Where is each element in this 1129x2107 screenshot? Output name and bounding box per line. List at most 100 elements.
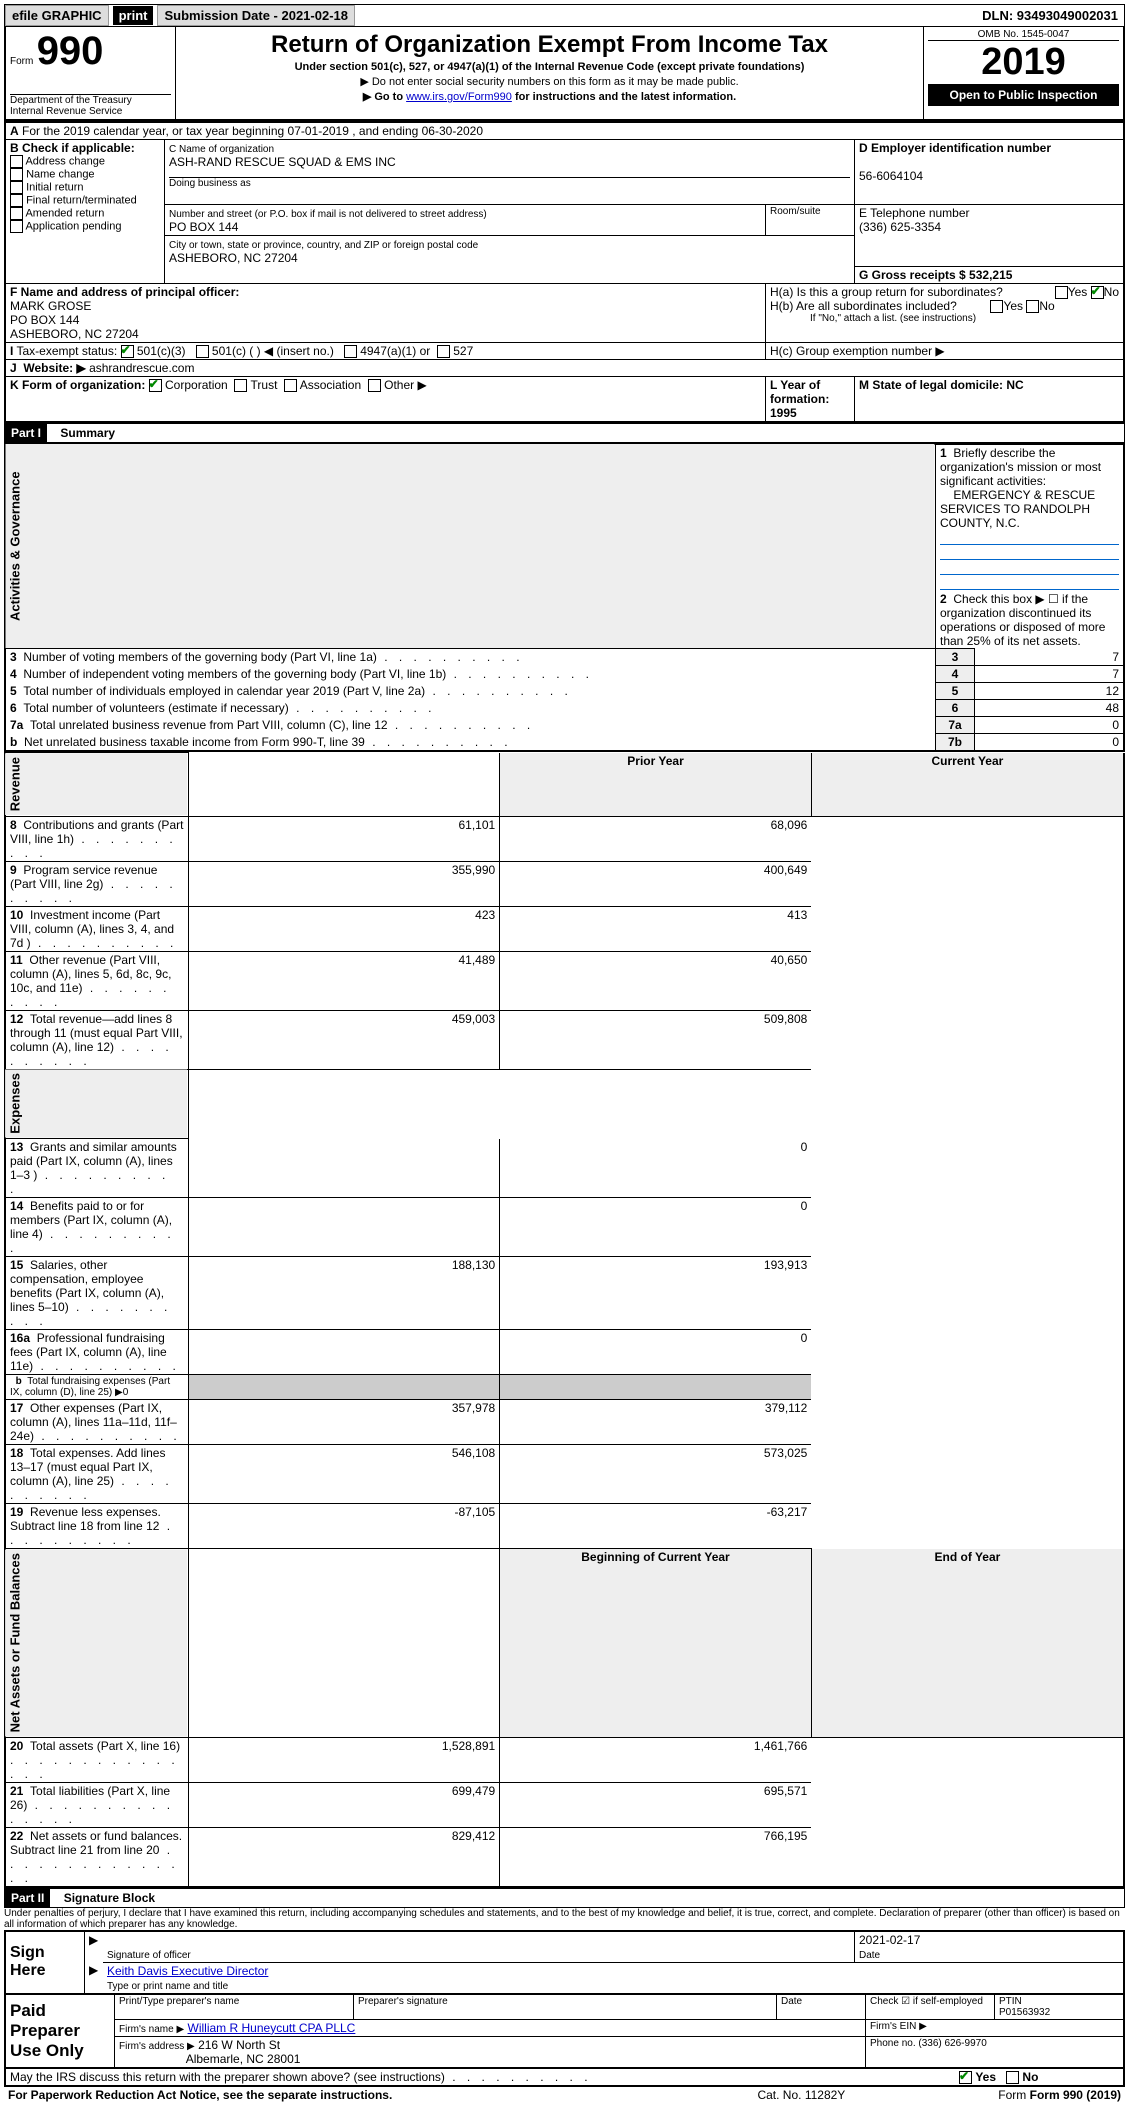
goto-pre: ▶ Go to: [363, 91, 406, 103]
part2-title: Signature Block: [54, 1891, 155, 1905]
m-state-domicile: M State of legal domicile: NC: [859, 378, 1024, 392]
check-address-change[interactable]: [10, 155, 23, 168]
rev-curr: 509,808: [500, 1010, 812, 1069]
officer-addr1: PO BOX 144: [10, 313, 79, 327]
check-other[interactable]: [368, 379, 381, 392]
form-header: Form 990 Department of the Treasury Inte…: [4, 27, 1125, 121]
gov-line-box: 4: [936, 666, 975, 683]
hb-yes[interactable]: [990, 300, 1003, 313]
check-initial-return[interactable]: [10, 181, 23, 194]
ein: 56-6064104: [859, 169, 923, 183]
rev-curr: 400,649: [500, 861, 812, 906]
declaration: Under penalties of perjury, I declare th…: [4, 1908, 1125, 1930]
i-label: Tax-exempt status:: [16, 344, 117, 358]
exp-prior: [188, 1139, 500, 1198]
exp-curr: 0: [500, 1198, 812, 1257]
net-line-text: Net assets or fund balances. Subtract li…: [10, 1829, 182, 1857]
address: PO BOX 144: [169, 220, 238, 234]
officer-printed[interactable]: Keith Davis Executive Director: [107, 1964, 268, 1978]
vert-revenue: Revenue: [5, 753, 188, 816]
gov-line-text: Number of voting members of the governin…: [23, 650, 377, 664]
ha-yes[interactable]: [1055, 286, 1068, 299]
gov-line-val: 0: [975, 734, 1125, 752]
signature-block: Sign Here ▶ Signature of officer 2021-02…: [4, 1930, 1125, 1995]
check-self: Check ☑ if self-employed: [866, 1995, 995, 2020]
ptin-label: PTIN: [999, 1996, 1022, 2007]
check-assoc[interactable]: [284, 379, 297, 392]
l-year-formation: L Year of formation: 1995: [770, 378, 829, 420]
rev-prior: 41,489: [188, 951, 500, 1010]
check-amended[interactable]: [10, 207, 23, 220]
officer-addr2: ASHEBORO, NC 27204: [10, 327, 139, 341]
rev-prior: 61,101: [188, 816, 500, 861]
ha-no[interactable]: [1091, 286, 1104, 299]
gov-line-val: 12: [975, 683, 1125, 700]
part1-financials: Revenue Prior Year Current Year 8 Contri…: [4, 752, 1125, 1887]
exp-curr: 379,112: [500, 1400, 812, 1445]
d-label: D Employer identification number: [859, 141, 1051, 155]
exp-curr: 573,025: [500, 1445, 812, 1504]
check-corp[interactable]: [149, 379, 162, 392]
print-button[interactable]: print: [113, 6, 154, 25]
check-501c3[interactable]: [121, 345, 134, 358]
irs-label: Internal Revenue Service: [10, 106, 171, 117]
check-501c[interactable]: [196, 345, 209, 358]
rev-prior: 459,003: [188, 1010, 500, 1069]
gov-line-box: 6: [936, 700, 975, 717]
f-label: F Name and address of principal officer:: [10, 285, 239, 299]
vert-activities: Activities & Governance: [5, 444, 936, 649]
exp-prior: 546,108: [188, 1445, 500, 1504]
exp-curr: -63,217: [500, 1504, 812, 1549]
line2: Check this box ▶ ☐ if the organization d…: [940, 592, 1105, 648]
exp-prior: 188,130: [188, 1257, 500, 1330]
col-begin: Beginning of Current Year: [581, 1550, 729, 1564]
firm-addr-label: Firm's address ▶: [119, 2041, 195, 2052]
gov-line-val: 7: [975, 666, 1125, 683]
dept-treasury: Department of the Treasury: [10, 94, 171, 106]
hb-label: H(b) Are all subordinates included?: [770, 299, 957, 313]
pra-notice: For Paperwork Reduction Act Notice, see …: [8, 2088, 392, 2102]
tax-year: 2019: [928, 41, 1119, 84]
part2-header: Part II: [5, 1889, 50, 1907]
gov-line-text: Total unrelated business revenue from Pa…: [30, 718, 388, 732]
form990-link[interactable]: www.irs.gov/Form990: [406, 91, 512, 103]
gov-line-val: 7: [975, 649, 1125, 666]
discuss-label: May the IRS discuss this return with the…: [10, 2070, 445, 2084]
officer-name: MARK GROSE: [10, 299, 91, 313]
city: ASHEBORO, NC 27204: [169, 251, 298, 265]
org-name: ASH-RAND RESCUE SQUAD & EMS INC: [169, 155, 396, 169]
gov-line-val: 48: [975, 700, 1125, 717]
form-number: 990: [37, 29, 104, 73]
net-line-text: Total assets (Part X, line 16): [30, 1739, 180, 1753]
exp-curr: 193,913: [500, 1257, 812, 1330]
rev-prior: 355,990: [188, 861, 500, 906]
sig-officer-label: Signature of officer: [107, 1950, 191, 1961]
discuss-yes[interactable]: [959, 2071, 972, 2084]
discuss-no[interactable]: [1006, 2071, 1019, 2084]
firm-addr1: 216 W North St: [198, 2038, 280, 2052]
form-ref: Form Form 990 (2019): [888, 2087, 1125, 2103]
check-name-change[interactable]: [10, 168, 23, 181]
prep-phone: Phone no. (336) 626-9970: [866, 2036, 1125, 2068]
exp-prior: [188, 1198, 500, 1257]
col-current: Current Year: [932, 754, 1004, 768]
check-527[interactable]: [437, 345, 450, 358]
line1-label: Briefly describe the organization's miss…: [940, 446, 1101, 488]
ptin: P01563932: [999, 2007, 1050, 2018]
gov-line-text: Number of independent voting members of …: [23, 667, 446, 681]
type-name-label: Type or print name and title: [107, 1981, 228, 1992]
mission: EMERGENCY & RESCUE SERVICES TO RANDOLPH …: [940, 488, 1095, 530]
check-final-return[interactable]: [10, 194, 23, 207]
hb-no[interactable]: [1026, 300, 1039, 313]
firm-ein-label: Firm's EIN ▶: [866, 2019, 1125, 2036]
cat-no: Cat. No. 11282Y: [715, 2087, 889, 2103]
ha-label: H(a) Is this a group return for subordin…: [770, 285, 1003, 299]
section-b-label: B Check if applicable:: [10, 141, 135, 155]
exp-curr: 0: [500, 1330, 812, 1375]
firm-name[interactable]: William R Huneycutt CPA PLLC: [188, 2021, 356, 2035]
check-trust[interactable]: [234, 379, 247, 392]
check-app-pending[interactable]: [10, 220, 23, 233]
note-ssn: ▶ Do not enter social security numbers o…: [180, 75, 919, 88]
check-4947[interactable]: [344, 345, 357, 358]
exp-prior: -87,105: [188, 1504, 500, 1549]
